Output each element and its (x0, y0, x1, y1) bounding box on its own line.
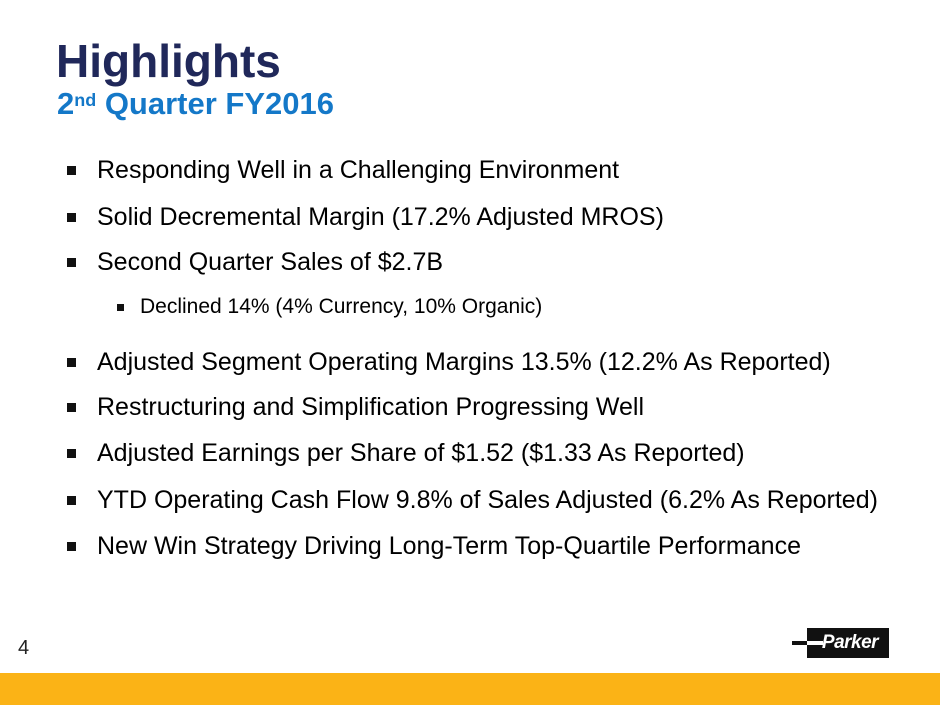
bullet-square-icon (67, 212, 76, 222)
bullet-text: Second Quarter Sales of $2.7B (97, 248, 444, 276)
sub-bullet-item: Declined 14% (4% Currency, 10% Organic) (117, 296, 542, 318)
bullet-text: Adjusted Earnings per Share of $1.52 ($1… (97, 439, 745, 467)
logo-box: Parker (807, 628, 889, 658)
subtitle-superscript: nd (74, 89, 97, 110)
page-number: 4 (18, 637, 30, 659)
parker-logo: Parker (792, 628, 889, 658)
bullet-item: Adjusted Earnings per Share of $1.52 ($1… (67, 440, 745, 466)
bullet-square-icon (117, 303, 124, 311)
subtitle-rest: Quarter FY2016 (96, 86, 334, 121)
logo-wordmark: Parker (821, 631, 879, 653)
bullet-item: New Win Strategy Driving Long-Term Top-Q… (67, 533, 801, 559)
bullet-square-icon (67, 402, 76, 412)
bullet-square-icon (67, 357, 76, 367)
bullet-square-icon (67, 495, 76, 505)
bullet-text: Declined 14% (4% Currency, 10% Organic) (140, 295, 543, 318)
bullet-text: Adjusted Segment Operating Margins 13.5%… (97, 348, 831, 376)
logo-inner-dash-icon (807, 641, 823, 645)
bullet-square-icon (67, 165, 76, 175)
bullet-item: Second Quarter Sales of $2.7B (67, 249, 443, 275)
bullet-item: YTD Operating Cash Flow 9.8% of Sales Ad… (67, 487, 878, 513)
slide-subtitle: 2nd Quarter FY2016 (57, 86, 334, 121)
bullet-item: Responding Well in a Challenging Environ… (67, 157, 619, 183)
bullet-item: Restructuring and Simplification Progres… (67, 394, 644, 420)
bullet-item: Adjusted Segment Operating Margins 13.5%… (67, 349, 831, 375)
bullet-square-icon (67, 448, 76, 458)
bullet-text: Restructuring and Simplification Progres… (97, 393, 644, 421)
slide-title: Highlights (56, 35, 281, 87)
accent-bottom-bar (0, 673, 940, 705)
bullet-square-icon (67, 541, 76, 551)
bullet-text: Solid Decremental Margin (17.2% Adjusted… (97, 203, 664, 231)
subtitle-prefix: 2 (57, 86, 75, 121)
bullet-item: Solid Decremental Margin (17.2% Adjusted… (67, 204, 664, 230)
bullet-text: New Win Strategy Driving Long-Term Top-Q… (97, 532, 801, 560)
bullet-text: Responding Well in a Challenging Environ… (97, 156, 620, 184)
bullet-text: YTD Operating Cash Flow 9.8% of Sales Ad… (97, 486, 878, 514)
bullet-square-icon (67, 257, 76, 267)
logo-dash-icon (792, 641, 810, 645)
